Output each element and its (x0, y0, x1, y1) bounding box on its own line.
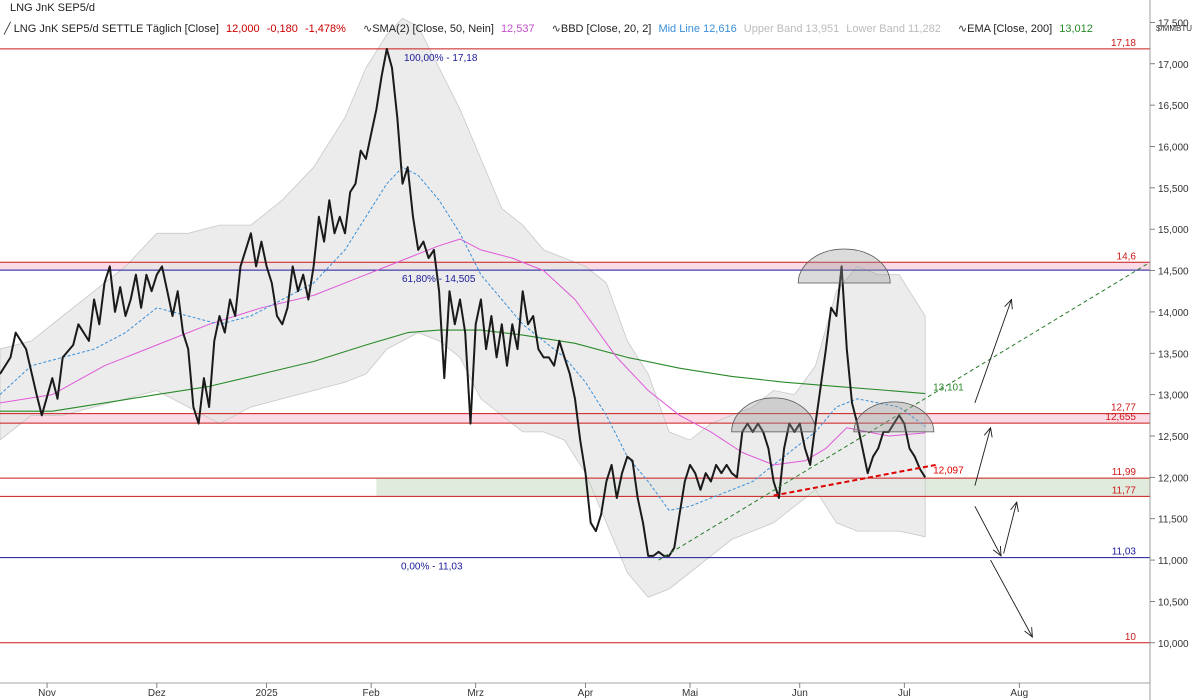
ema-icon: ∿ (957, 23, 968, 35)
price-end-label: 12,097 (933, 465, 964, 476)
drawing-objects: 13,101 12,097 (658, 248, 1151, 638)
main-series-label[interactable]: LNG JnK SEP5/d SETTLE Täglich [Close] (13, 23, 219, 35)
main-close-value: 12,000 (225, 23, 260, 35)
hline-label-6: 11,77 (1112, 485, 1137, 496)
arrow-down-2 (990, 559, 1033, 638)
legend-bar: ╱ LNG JnK SEP5/d SETTLE Täglich [Close] … (4, 22, 1093, 35)
sma-label[interactable]: SMA(2) [Close, 50, Nein] (372, 23, 494, 35)
arrow-up-3-head (1010, 501, 1019, 512)
series-line-3 (0, 47, 927, 557)
tick-label-6: 14,500 (1158, 267, 1189, 278)
hline-label-3: 12,77 (1111, 403, 1136, 414)
price-axis: 17,500 17,000 16,500 16,000 15,500 15,000 14,5… (1149, 0, 1200, 700)
main-change-pct: -1,478% (304, 23, 346, 35)
bbd-icon: ∿ (551, 23, 561, 35)
month-label-7: Jun (792, 688, 808, 699)
bollinger-band-fill (0, 17, 926, 598)
series-line-0 (0, 329, 926, 412)
arrow-up-2 (974, 427, 992, 486)
month-label-2: 2025 (255, 688, 278, 699)
tick-label-2: 16,500 (1158, 101, 1189, 112)
ema-value: 13,012 (1059, 23, 1093, 35)
tick-label-14: 10,500 (1158, 597, 1189, 608)
tick-label-1: 17,000 (1158, 60, 1189, 71)
ema-label[interactable]: EMA [Close, 200] (967, 23, 1053, 35)
bbd-lower-value: Lower Band 11,282 (846, 23, 941, 35)
hline-label-4: 12,655 (1105, 412, 1136, 423)
tick-label-7: 14,000 (1158, 308, 1189, 319)
arc-top-2 (731, 397, 817, 433)
tick-label-0: 17,500 (1158, 18, 1189, 29)
arc-top-1 (797, 248, 891, 284)
main-change-value: -0,180 (266, 23, 298, 35)
symbol-title: LNG JnK SEP5/d (10, 2, 95, 14)
arrow-down-1-head (992, 546, 1002, 557)
tick-label-8: 13,500 (1158, 349, 1189, 360)
tick-label-5: 15,000 (1158, 225, 1189, 236)
ema-end-label: 13,101 (933, 382, 964, 393)
tick-label-12: 11,500 (1158, 515, 1188, 526)
arrow-up-1-head (1004, 298, 1013, 310)
month-label-5: Apr (578, 688, 594, 699)
symbol-line: LNG JnK SEP5/d (10, 2, 95, 14)
tick-label-10: 12,500 (1158, 432, 1189, 443)
hline-label-0: 17,18 (1111, 38, 1136, 49)
hline-label-8: 10 (1125, 632, 1137, 643)
fib-label-0: 100,00% - 17,18 (404, 53, 478, 64)
fib-label-7: 0,00% - 11,03 (401, 562, 463, 573)
tick-label-13: 11,000 (1158, 556, 1188, 567)
series-lines (0, 47, 927, 557)
month-label-6: Mai (682, 688, 698, 699)
bbd-mid-value: Mid Line 12,616 (658, 23, 737, 35)
arc-top-3 (853, 401, 935, 433)
green-trendline (658, 261, 1151, 561)
bbd-label[interactable]: BBD [Close, 20, 2] (560, 23, 652, 35)
sma-icon: ∿ (363, 23, 373, 35)
tick-label-11: 12,000 (1158, 473, 1189, 484)
arrow-down-1 (974, 506, 1002, 557)
bbd-upper-value: Upper Band 13,951 (743, 23, 840, 35)
tick-label-9: 13,000 (1158, 391, 1189, 402)
red-trendline (773, 463, 936, 497)
arrow-up-2-head (983, 426, 993, 438)
hline-label-5: 11,99 (1112, 467, 1137, 478)
tick-label-4: 15,500 (1158, 184, 1189, 195)
tick-label-3: 16,000 (1158, 142, 1189, 153)
horizontal-levels: 17,18 100,00% - 17,18 14,6 61,80% - 14,505 1… (0, 38, 1150, 644)
time-axis: Nov Dez 2025 Feb Mrz Apr Mai Jun Jul Aug (0, 682, 1150, 699)
sma-value: 12,537 (500, 23, 535, 35)
month-label-0: Nov (38, 688, 56, 699)
month-label-3: Feb (363, 688, 381, 699)
month-label-9: Aug (1010, 688, 1028, 699)
arrow-up-1 (974, 299, 1012, 404)
hline-label-1: 14,6 (1117, 251, 1137, 262)
axis-background (1150, 0, 1200, 700)
fib-label-2: 61,80% - 14,505 (402, 274, 476, 285)
arrow-up-3 (1003, 502, 1018, 554)
arrow-down-2-head (1024, 627, 1033, 638)
bollinger-band-area (0, 17, 926, 598)
month-label-4: Mrz (467, 688, 484, 699)
hline-label-7: 11,03 (1112, 547, 1137, 558)
tick-label-15: 10,000 (1158, 639, 1189, 650)
unit-label: $/MMBTU (1156, 24, 1192, 33)
month-label-1: Dez (148, 688, 166, 699)
main-series-icon: ╱ (4, 23, 11, 35)
month-label-8: Jul (898, 688, 911, 699)
